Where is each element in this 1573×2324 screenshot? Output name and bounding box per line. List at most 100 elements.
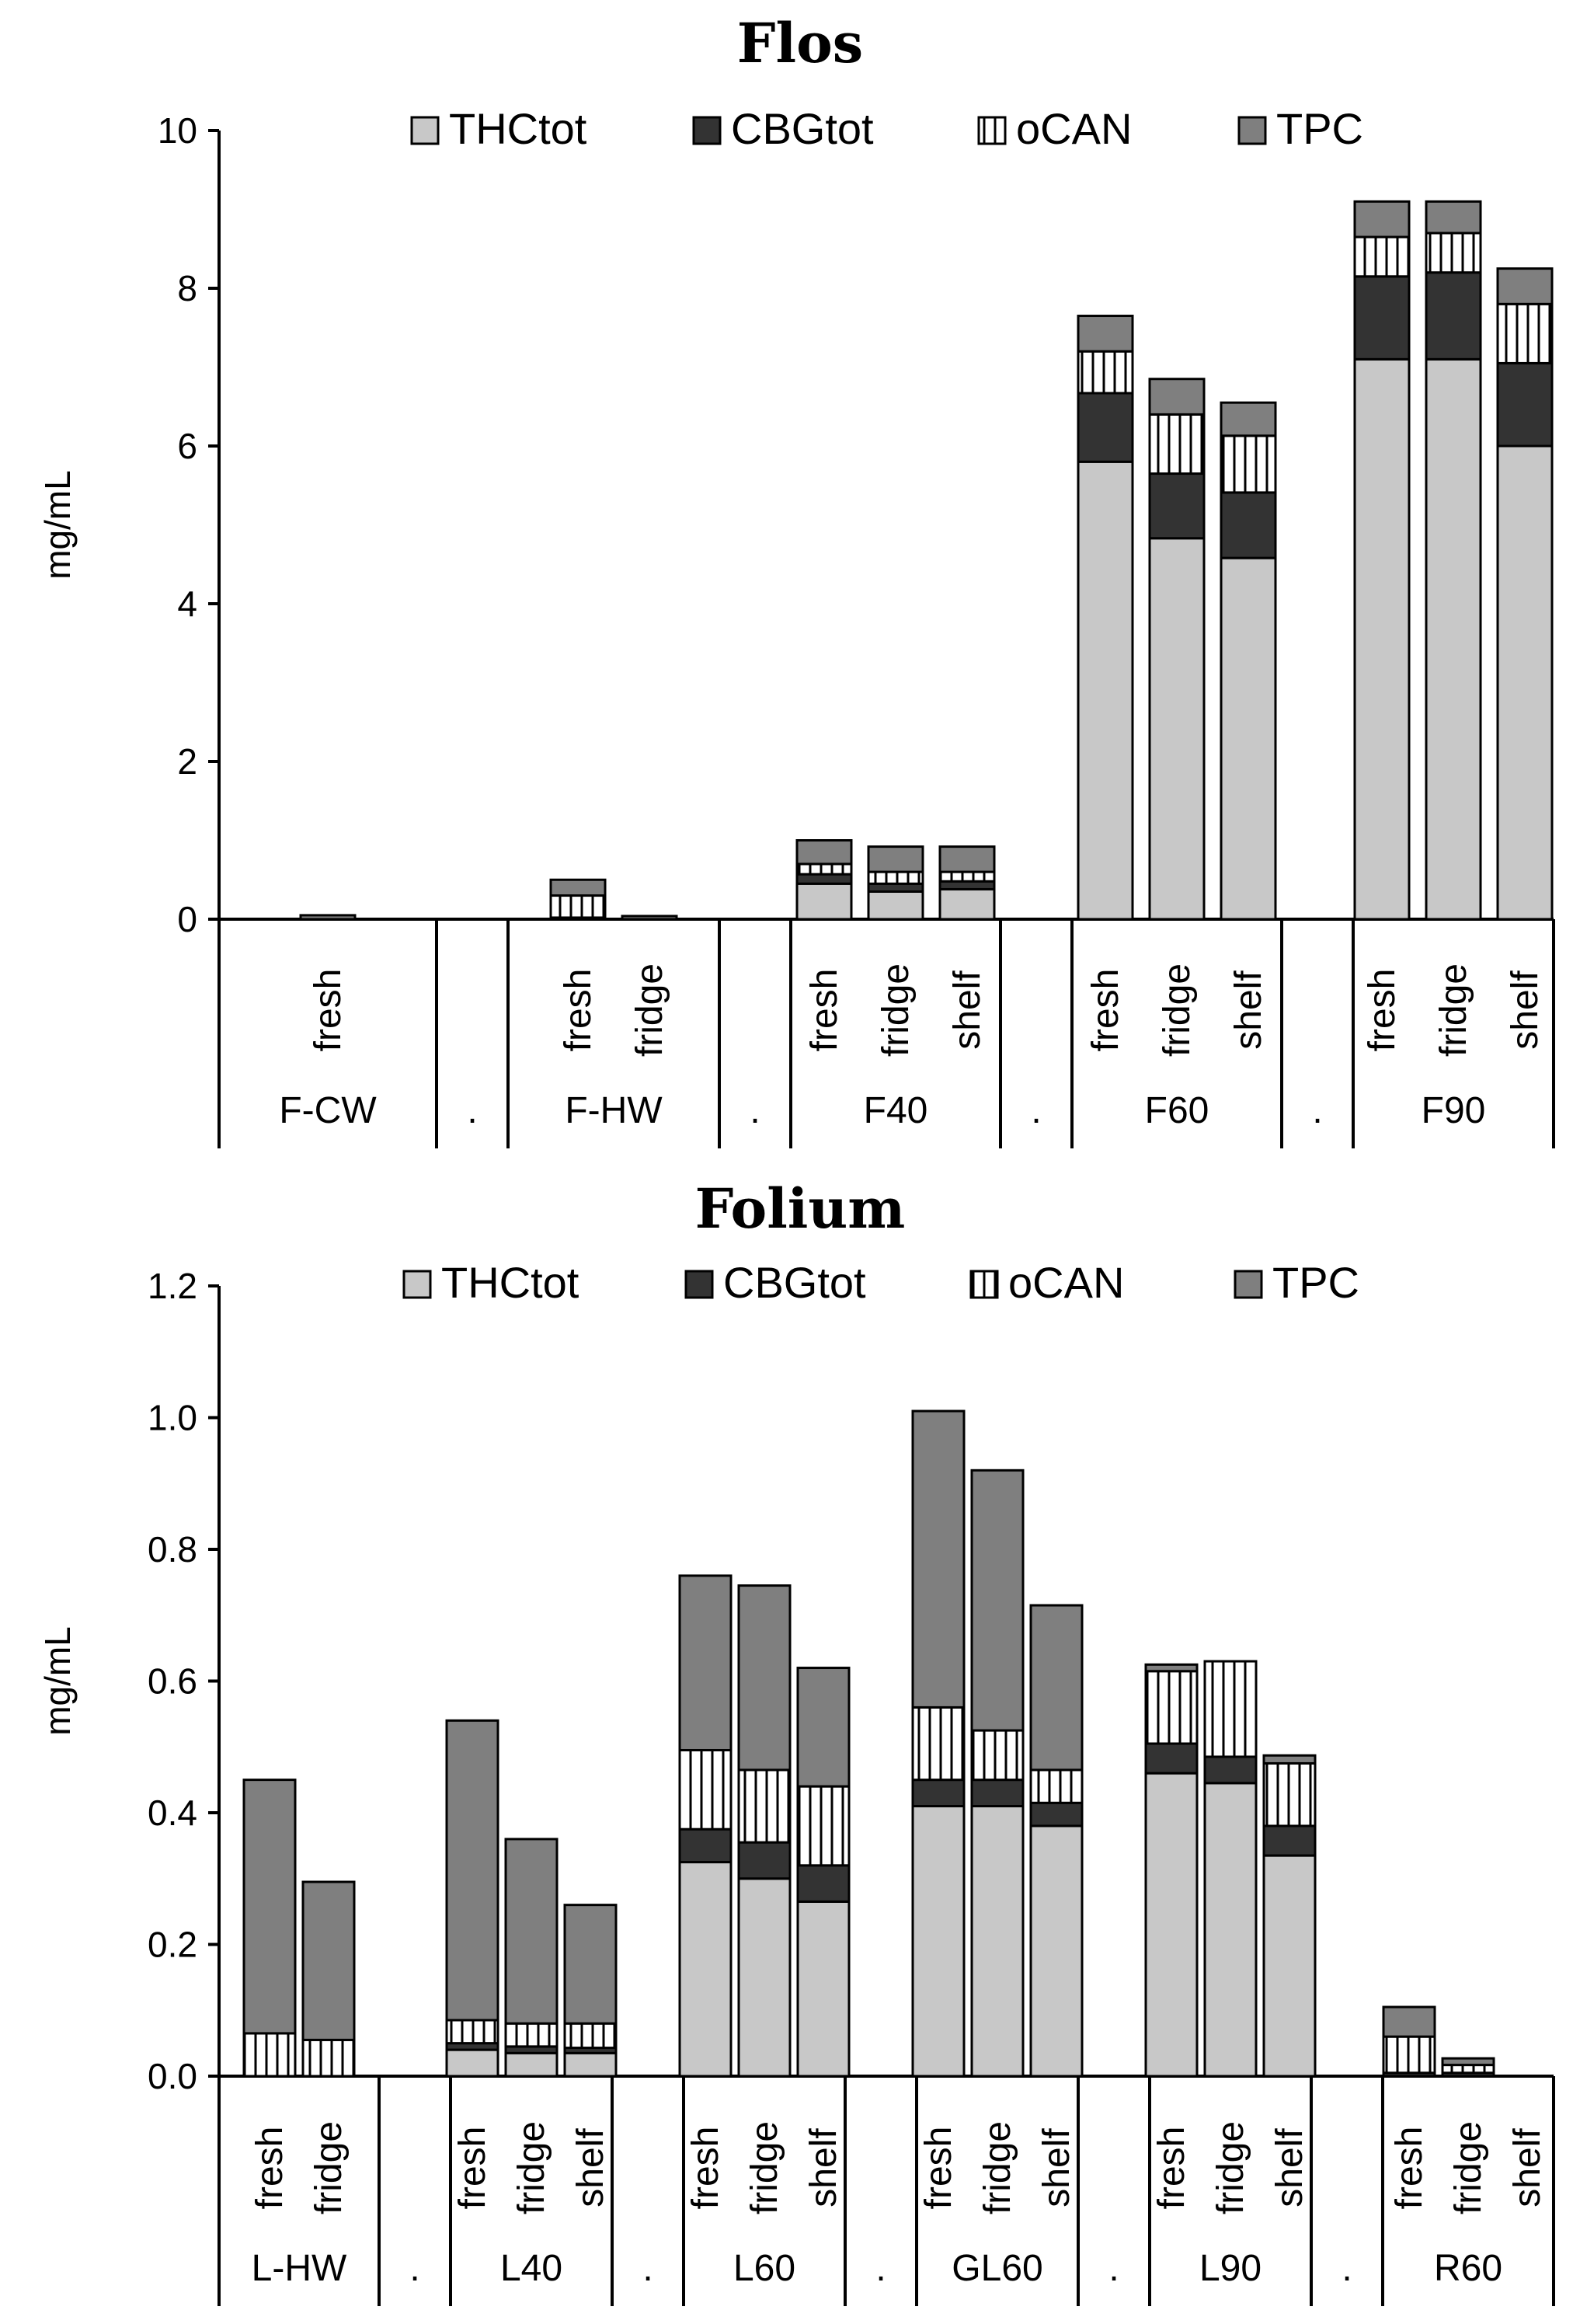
bar-segment-cbgtot: [911, 1779, 966, 1808]
category-label: fresh: [1362, 969, 1403, 1052]
bar-segment-ocan: [1353, 235, 1411, 278]
category-label: fresh: [918, 2127, 959, 2210]
category-label: fresh: [558, 969, 599, 1052]
bar-segment-ocan: [1496, 302, 1554, 364]
group-f-cw: F-CW fresh: [218, 914, 377, 1148]
group-gl60: GL60 fresh fridge shelf: [911, 1409, 1084, 2306]
group-label: L-HW: [252, 2248, 347, 2289]
bar-segment-ocan: [938, 870, 996, 883]
chart-title: Folium: [695, 1176, 906, 1241]
group-f-hw: F-HW fresh fridge: [506, 878, 678, 1148]
category-label: shelf: [1269, 2128, 1310, 2207]
category-label: fresh: [308, 969, 349, 1052]
legend-swatch-thctot: [410, 116, 440, 145]
group-label: F60: [1145, 1090, 1209, 1131]
y-tick-label: 6: [177, 426, 197, 466]
bar-segment-ocan: [1203, 1660, 1258, 1758]
bar-segment-ocan: [737, 1768, 792, 1844]
bar-segment-thctot: [678, 1861, 733, 2078]
charts-container: Flos mg/mL 0 2 4 6 8 10 F-CW fresh. F-HW fresh fridg…: [37, 11, 1555, 2306]
group-label: F90: [1422, 1090, 1486, 1131]
bar-fridge: fridge: [1425, 200, 1482, 1057]
bar-segment-ocan: [563, 2022, 618, 2050]
bar-segment-ocan: [242, 2032, 297, 2078]
legend-swatch-tpc: [1234, 1270, 1263, 1299]
category-label: shelf: [1505, 970, 1546, 1050]
bar-shelf: shelf: [1029, 1604, 1084, 2207]
bar-segment-ocan: [1262, 1761, 1317, 1827]
category-label: fresh: [1151, 2127, 1192, 2210]
bar-segment-thctot: [563, 2051, 618, 2078]
bar-segment-tpc: [1382, 2005, 1436, 2038]
bar-fridge: fridge: [867, 845, 924, 1057]
bar-segment-cbgtot: [938, 880, 996, 890]
bar-segment-thctot: [1262, 1854, 1317, 2078]
bar-segment-cbgtot: [1425, 271, 1482, 361]
legend-label-tpc: TPC: [1276, 104, 1363, 153]
bar-segment-tpc: [242, 1779, 297, 2035]
legend-swatch-ocan: [977, 116, 1007, 145]
group-label: L60: [733, 2248, 795, 2289]
bar-segment-tpc: [563, 1904, 618, 2025]
bar-segment-cbgtot: [1144, 1742, 1199, 1775]
bar-segment-ocan: [796, 1785, 851, 1867]
category-label: shelf: [803, 2128, 844, 2207]
bar-segment-cbgtot: [1077, 392, 1134, 463]
bar-segment-tpc: [549, 878, 607, 897]
bar-shelf: shelf: [938, 845, 996, 1050]
category-label: shelf: [570, 2128, 611, 2207]
bar-segment-ocan: [1148, 413, 1206, 476]
bar-segment-cbgtot: [1353, 275, 1411, 361]
bar-fridge: fridge: [1203, 1660, 1258, 2214]
group-label: .: [1312, 1090, 1322, 1131]
category-label: fresh: [249, 2127, 291, 2210]
bar-segment-tpc: [1353, 200, 1411, 239]
y-tick-label: 4: [177, 584, 197, 624]
bar-segment-tpc: [445, 1719, 499, 2022]
y-tick-label: 1.0: [148, 1398, 197, 1438]
group-label: R60: [1434, 2248, 1502, 2289]
bar-segment-tpc: [938, 845, 996, 873]
y-tick-label: 0: [177, 899, 197, 939]
bar-segment-ocan: [1029, 1768, 1084, 1804]
category-label: fridge: [875, 963, 917, 1057]
category-label: shelf: [947, 970, 988, 1050]
bar-segment-tpc: [796, 1667, 851, 1788]
y-tick-label: 0.2: [148, 1925, 197, 1965]
bar-segment-tpc: [1496, 267, 1554, 305]
y-tick-label: 0.6: [148, 1661, 197, 1702]
bar-segment-thctot: [938, 887, 996, 921]
bar-segment-ocan: [1382, 2035, 1436, 2075]
legend-swatch-tpc: [1237, 116, 1267, 145]
y-tick-label: 1.2: [148, 1266, 197, 1306]
bar-segment-ocan: [1441, 2064, 1495, 2075]
bar-segment-thctot: [504, 2051, 559, 2078]
bar-fridge: fridge: [504, 1838, 559, 2214]
bar-segment-cbgtot: [1496, 361, 1554, 448]
bar-segment-ocan: [1144, 1670, 1199, 1745]
bar-segment-thctot: [1144, 1772, 1199, 2078]
group-spacer: .: [718, 919, 760, 1148]
legend-label-tpc: TPC: [1272, 1258, 1359, 1307]
bar-segment-tpc: [911, 1409, 966, 1709]
bar-segment-cbgtot: [867, 882, 924, 893]
bar-fridge: fridge: [1441, 2057, 1495, 2214]
bar-segment-tpc: [1077, 315, 1134, 353]
bar-fresh: fresh: [445, 1719, 499, 2209]
bar-segment-cbgtot: [737, 1841, 792, 1880]
bar-segment-thctot: [795, 882, 853, 921]
group-f60: F60 fresh fridge shelf: [1070, 315, 1277, 1148]
category-label: fridge: [308, 2121, 350, 2214]
bar-shelf: shelf: [1507, 2128, 1548, 2207]
group-label: .: [1342, 2248, 1352, 2289]
category-label: fridge: [1433, 963, 1474, 1057]
bar-segment-thctot: [1220, 556, 1277, 921]
bar-segment-thctot: [1496, 444, 1554, 921]
bar-segment-tpc: [1148, 378, 1206, 416]
bar-fresh: fresh: [795, 839, 853, 1051]
bar-segment-cbgtot: [1203, 1755, 1258, 1785]
y-axis-label: mg/mL: [37, 470, 78, 580]
y-axis-label: mg/mL: [37, 1626, 78, 1736]
bar-fresh: fresh: [911, 1409, 966, 2210]
